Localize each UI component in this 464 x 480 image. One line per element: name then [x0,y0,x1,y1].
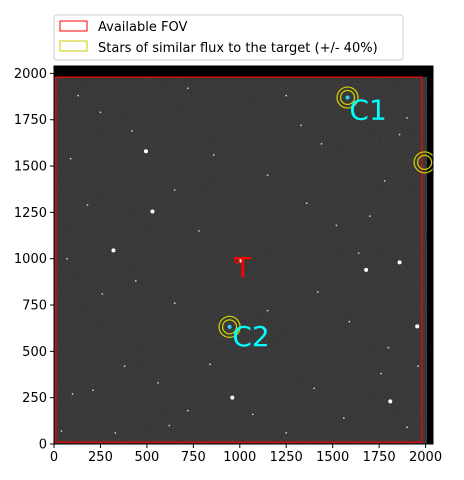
faint-star [266,309,269,312]
faint-star [398,133,401,136]
faint-star [357,252,360,255]
faint-star [99,111,102,114]
bright-star [227,324,232,329]
faint-star [285,431,288,434]
x-tick-label: 1250 [270,450,303,465]
legend-swatch-fov [59,20,88,32]
faint-star [134,280,137,282]
faint-star [368,215,371,217]
faint-star [114,431,117,434]
fov-rectangle [55,76,423,443]
x-tick-label: 500 [134,450,159,465]
y-axis: 0 250 500 750 1000 1250 1500 1750 2000 [14,67,54,453]
faint-star [77,94,80,97]
x-tick-label: 2000 [409,450,442,465]
y-tick-label: 1250 [14,206,47,221]
faint-star [212,154,215,156]
x-tick-label: 0 [50,450,58,465]
x-tick-label: 1000 [223,450,256,465]
bright-star [150,209,155,214]
faint-star [313,387,315,390]
faint-star [66,257,68,260]
annotations-layer: C1 C2 T [232,94,386,353]
annotation-c1: C1 [349,94,386,127]
faint-star [417,365,420,368]
overlays-layer [55,76,433,443]
y-tick-label: 500 [22,345,47,360]
axes-frame [53,65,434,445]
similar-flux-outer-ring [336,86,359,109]
x-tick-label: 250 [88,450,113,465]
faint-star [123,365,126,368]
y-tick-label: 1000 [14,252,47,267]
faint-star [131,129,133,132]
legend-label-similar-flux: Stars of similar flux to the target (+/-… [98,41,378,56]
x-axis: 0 250 500 750 1000 1250 1500 1750 2000 [50,444,442,465]
bright-star [230,395,235,400]
faint-star [86,204,89,206]
faint-star [186,87,189,90]
faint-star [380,372,382,375]
bright-star [143,149,148,154]
faint-star [173,302,176,305]
faint-star [387,346,390,349]
annotation-t: T [233,251,252,284]
similar-flux-inner-ring [416,154,433,171]
y-tick-label: 0 [39,438,47,453]
faint-star [60,430,63,432]
similar-flux-inner-ring [339,89,356,106]
faint-star [320,142,323,145]
faint-star [266,174,269,177]
x-tick-label: 750 [181,450,206,465]
faint-star [251,413,254,416]
faint-star [209,363,211,366]
similar-flux-inner-ring [221,319,238,335]
legend-label-fov: Available FOV [98,20,187,35]
faint-star [157,381,159,384]
faint-star [92,389,94,392]
legend: Available FOV Stars of similar flux to t… [53,14,404,61]
faint-star [69,157,72,160]
plot-area: C1 C2 T [53,65,434,445]
faint-star [383,179,386,182]
faint-star [71,393,74,395]
faint-star [173,189,176,192]
y-tick-label: 1750 [14,113,47,128]
faint-star [305,202,308,205]
faint-star [406,426,408,429]
annotation-c2: C2 [232,320,269,353]
similar-flux-outer-ring [218,315,241,339]
faint-star [198,230,200,232]
faint-star [348,320,351,323]
y-tick-label: 2000 [14,67,47,82]
stars-layer [60,87,420,434]
similar-flux-outer-ring [413,151,433,174]
faint-star [316,291,319,293]
faint-star [335,224,338,227]
x-tick-label: 1750 [363,450,396,465]
faint-star [101,293,104,295]
target-marker [234,258,240,264]
faint-star [168,424,171,427]
y-tick-label: 250 [22,391,47,406]
bright-star [415,324,420,329]
x-tick-label: 1500 [316,450,349,465]
bright-star [397,260,402,265]
legend-swatch-similar-flux [59,40,88,52]
faint-star [406,116,408,119]
faint-star [285,94,288,97]
faint-star [300,124,302,127]
legend-frame [53,14,404,61]
bright-star [345,95,350,100]
faint-star [186,409,189,412]
bright-star [364,267,369,272]
y-tick-label: 750 [22,299,47,314]
bright-star [388,399,393,404]
y-tick-label: 1500 [14,160,47,175]
faint-star [342,417,345,419]
bright-star [111,248,116,253]
